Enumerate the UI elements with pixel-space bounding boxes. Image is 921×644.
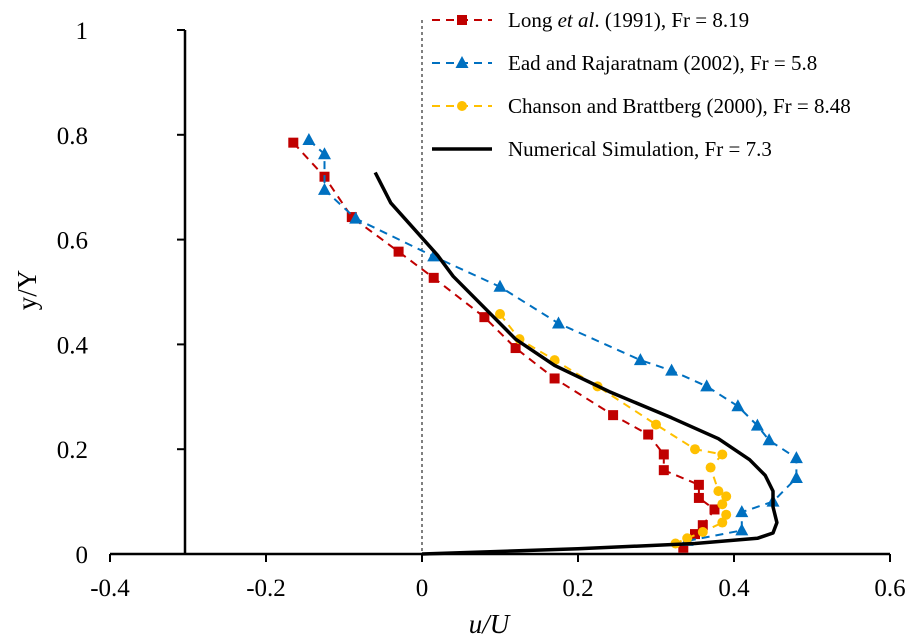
triangle-marker xyxy=(762,433,776,446)
x-tick-label: 0.6 xyxy=(874,575,905,602)
square-marker xyxy=(428,272,439,283)
triangle-marker xyxy=(552,316,565,329)
triangle-marker xyxy=(789,471,803,484)
x-tick-label: -0.4 xyxy=(90,575,130,602)
square-marker xyxy=(658,465,669,476)
x-tick-label: 0 xyxy=(416,575,429,602)
series-line xyxy=(292,142,716,549)
circle-marker xyxy=(717,449,728,460)
y-tick-label: 0.2 xyxy=(57,437,88,464)
legend-label: Chanson and Brattberg (2000), Fr = 8.48 xyxy=(508,94,851,118)
triangle-marker xyxy=(731,399,745,412)
triangle-marker xyxy=(700,379,714,392)
triangle-marker xyxy=(735,505,749,518)
series-line xyxy=(373,171,779,556)
square-marker xyxy=(697,520,708,531)
circle-marker xyxy=(697,526,708,537)
square-marker xyxy=(693,479,704,490)
legend-item-1: Long et al. (1991), Fr = 8.19 xyxy=(432,8,749,32)
y-tick-label: 0.6 xyxy=(57,228,88,255)
square-marker xyxy=(288,137,299,148)
legend: Long et al. (1991), Fr = 8.19 Ead and Raj… xyxy=(432,8,851,161)
series-1 xyxy=(288,137,720,553)
series-3 xyxy=(495,309,732,549)
triangle-marker xyxy=(318,182,331,195)
series-line xyxy=(499,313,728,545)
y-tick-label: 0.4 xyxy=(57,332,89,359)
square-marker xyxy=(549,373,560,384)
triangle-marker xyxy=(349,211,363,224)
x-axis-title: u/U xyxy=(469,609,511,639)
square-marker xyxy=(608,410,619,421)
legend-item-4: Numerical Simulation, Fr = 7.3 xyxy=(432,137,772,161)
square-marker xyxy=(643,429,654,440)
y-tick-label: 0 xyxy=(76,542,89,569)
square-marker xyxy=(693,492,704,503)
square-marker xyxy=(690,529,700,540)
y-axis-title: y/Y xyxy=(12,270,42,311)
series-layer xyxy=(288,133,803,556)
triangle-marker xyxy=(750,418,764,431)
y-tick-label: 0.8 xyxy=(57,123,88,150)
circle-marker xyxy=(651,419,661,430)
circle-marker xyxy=(682,533,693,544)
legend-label: Ead and Rajaratnam (2002), Fr = 5.8 xyxy=(508,51,817,75)
square-marker xyxy=(457,15,467,25)
series-2 xyxy=(302,133,803,546)
series-line xyxy=(308,139,798,542)
triangle-marker xyxy=(427,249,441,262)
circle-marker xyxy=(717,517,728,528)
square-marker xyxy=(709,504,720,515)
x-tick-label: 0.2 xyxy=(562,575,593,602)
x-tick-label: -0.2 xyxy=(246,575,286,602)
circle-marker xyxy=(721,509,732,520)
x-tick-label: 0.4 xyxy=(718,575,750,602)
triangle-marker xyxy=(318,147,331,160)
triangle-marker xyxy=(302,133,316,146)
circle-marker xyxy=(690,444,700,455)
circle-marker xyxy=(495,309,505,320)
axes: -0.4 -0.2 0 0.2 0.4 0.6 0 0.2 0.4 0.6 0.8 1 xyxy=(57,18,906,602)
triangle-marker xyxy=(665,363,679,376)
circle-marker xyxy=(705,462,716,473)
triangle-marker xyxy=(633,353,647,366)
square-marker xyxy=(346,212,357,223)
square-marker xyxy=(658,449,669,460)
legend-label: Long et al. (1991), Fr = 8.19 xyxy=(508,8,749,32)
circle-marker xyxy=(721,491,732,502)
series-4 xyxy=(373,171,779,556)
circle-marker xyxy=(713,486,724,497)
legend-item-2: Ead and Rajaratnam (2002), Fr = 5.8 xyxy=(432,51,817,75)
square-marker xyxy=(393,246,404,257)
triangle-marker xyxy=(789,451,803,464)
triangle-marker xyxy=(493,279,507,292)
circle-marker xyxy=(717,499,728,510)
triangle-marker xyxy=(735,523,749,536)
square-marker xyxy=(678,542,689,553)
legend-item-3: Chanson and Brattberg (2000), Fr = 8.48 xyxy=(432,94,851,118)
square-marker xyxy=(479,312,490,323)
legend-label: Numerical Simulation, Fr = 7.3 xyxy=(508,137,772,161)
triangle-marker xyxy=(455,56,469,68)
square-marker xyxy=(510,343,521,354)
circle-marker xyxy=(457,101,467,111)
y-tick-label: 1 xyxy=(76,18,89,45)
